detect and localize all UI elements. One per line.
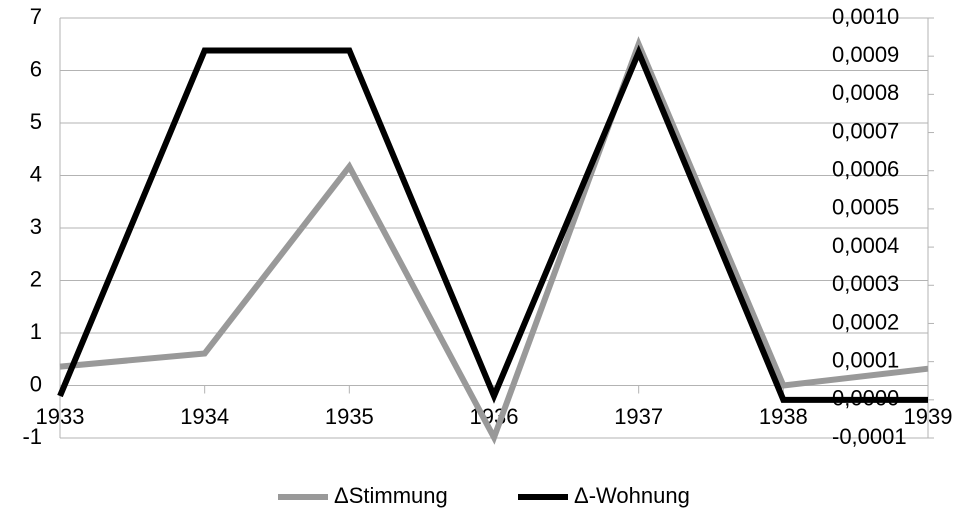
y2-tick-label: 0,0001 bbox=[832, 347, 899, 372]
x-tick-label: 1935 bbox=[325, 404, 374, 429]
x-tick-label: 1934 bbox=[180, 404, 229, 429]
y-tick-label: 5 bbox=[30, 109, 42, 134]
x-tick-label: 1937 bbox=[614, 404, 663, 429]
y2-tick-label: 0,0007 bbox=[832, 118, 899, 143]
series-line bbox=[59, 36, 929, 445]
y2-tick-label: 0,0002 bbox=[832, 309, 899, 334]
legend-label: ΔStimmung bbox=[334, 483, 448, 508]
y2-tick-label: 0,0009 bbox=[832, 42, 899, 67]
y-tick-label: 6 bbox=[30, 56, 42, 81]
y-tick-label: 7 bbox=[30, 4, 42, 29]
y2-tick-label: 0,0003 bbox=[832, 271, 899, 296]
y-tick-label: 0 bbox=[30, 371, 42, 396]
y-tick-label: -1 bbox=[22, 424, 42, 449]
y2-tick-label: 0,0006 bbox=[832, 157, 899, 182]
y-tick-label: 3 bbox=[30, 214, 42, 239]
y2-tick-label: 0,0010 bbox=[832, 4, 899, 29]
series-line bbox=[57, 44, 928, 404]
legend-label: Δ-Wohnung bbox=[574, 483, 690, 508]
y-tick-label: 1 bbox=[30, 319, 42, 344]
y2-tick-label: 0,0004 bbox=[832, 233, 899, 258]
x-tick-label: 1938 bbox=[759, 404, 808, 429]
y2-tick-label: 0,0008 bbox=[832, 80, 899, 105]
y-tick-label: 2 bbox=[30, 266, 42, 291]
y2-tick-label: 0,0005 bbox=[832, 195, 899, 220]
x-tick-label: 1939 bbox=[904, 404, 953, 429]
x-tick-label: 1933 bbox=[36, 404, 85, 429]
y-tick-label: 4 bbox=[30, 161, 42, 186]
y2-tick-label: -0,0001 bbox=[832, 424, 907, 449]
